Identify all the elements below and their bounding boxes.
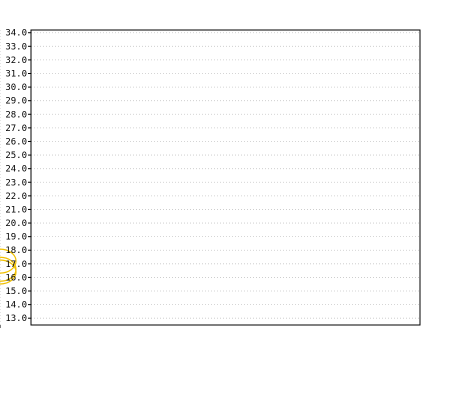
y-tick-label: 25.0 <box>5 151 27 161</box>
y-tick-label: 15.0 <box>5 287 27 297</box>
y-tick-label: 26.0 <box>5 137 27 147</box>
highlight-ellipse <box>0 248 17 274</box>
y-tick-label: 17.0 <box>5 260 27 270</box>
y-tick-label: 22.0 <box>5 192 27 202</box>
y-tick-label: 29.0 <box>5 97 27 107</box>
y-tick-label: 33.0 <box>5 42 27 52</box>
y-tick-label: 32.0 <box>5 56 27 66</box>
highlight-layer <box>0 248 17 285</box>
y-tick-label: 31.0 <box>5 70 27 80</box>
grid <box>0 30 420 325</box>
y-tick-label: 34.0 <box>5 29 27 39</box>
y-tick-label: 27.0 <box>5 124 27 134</box>
y-tick-label: 24.0 <box>5 165 27 175</box>
axes: 13.0 14.0 15.0 16.0 17.0 18.0 19.0 20.0 21.0 22.0… <box>0 29 421 328</box>
highlight-ellipse <box>0 256 17 282</box>
y-tick-label: 19.0 <box>5 233 27 243</box>
plot-frame <box>30 29 421 326</box>
y-tick-label: 14.0 <box>5 301 27 311</box>
y-tick-label: 18.0 <box>5 246 27 256</box>
y-tick-label: 23.0 <box>5 178 27 188</box>
y-tick-label: 20.0 <box>5 219 27 229</box>
y-tick-label: 28.0 <box>5 110 27 120</box>
y-tick-label: 13.0 <box>5 314 27 324</box>
y-tick-label: 21.0 <box>5 205 27 215</box>
y-tick-label: 30.0 <box>5 83 27 93</box>
y-tick-label: 16.0 <box>5 273 27 283</box>
